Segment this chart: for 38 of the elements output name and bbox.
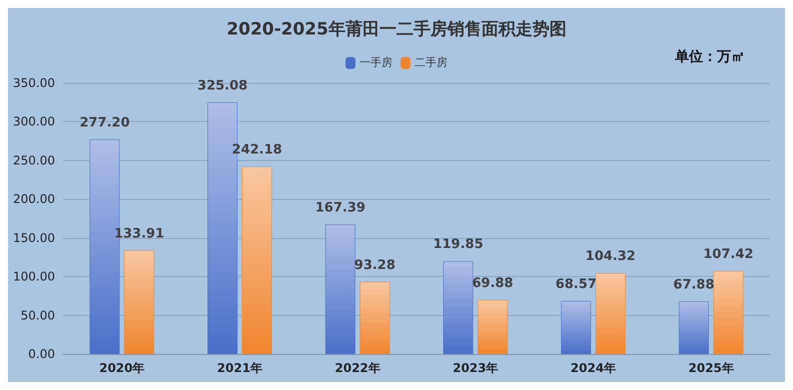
legend-label: 一手房 xyxy=(360,56,392,69)
bar xyxy=(561,300,591,354)
bar xyxy=(124,250,154,354)
data-label: 133.91 xyxy=(114,226,164,242)
data-label: 277.20 xyxy=(80,115,130,130)
y-tick-label: 300.00 xyxy=(13,114,55,129)
y-tick-label: 50.00 xyxy=(20,308,55,322)
y-tick-label: 250.00 xyxy=(13,153,55,168)
legend-label: 二手房 xyxy=(414,56,448,69)
y-tick-label: 150.00 xyxy=(13,230,55,245)
bar xyxy=(443,261,474,354)
text: 单位：万㎡ xyxy=(674,49,745,65)
data-label: 104.32 xyxy=(585,249,636,264)
data-label: 119.85 xyxy=(433,237,484,252)
x-tick-label: 2020年 xyxy=(99,361,145,375)
bar xyxy=(478,300,508,354)
data-label: 68.57 xyxy=(555,276,597,292)
y-tick-label: 100.00 xyxy=(13,270,55,284)
x-tick-label: 2021年 xyxy=(217,361,262,375)
data-label: 325.08 xyxy=(197,78,248,94)
chart-title: 2020-2025年莆田一二手房销售面积走势图 xyxy=(226,20,566,40)
y-tick-label: 200.00 xyxy=(13,192,55,206)
x-tick-label: 2022年 xyxy=(334,361,380,375)
x-tick-label: 2024年 xyxy=(570,361,616,375)
y-tick-label: 350.00 xyxy=(13,76,55,90)
data-label: 69.88 xyxy=(472,276,514,291)
bar xyxy=(360,282,390,354)
bar xyxy=(713,270,744,354)
bar xyxy=(325,224,356,354)
bar xyxy=(242,166,272,354)
data-label: 93.28 xyxy=(354,258,396,273)
bar xyxy=(596,273,626,354)
data-label: 167.39 xyxy=(315,200,366,216)
y-tick-label: 0.00 xyxy=(28,347,55,361)
bar xyxy=(678,301,709,354)
x-tick-label: 2025年 xyxy=(688,361,734,375)
x-tick-label: 2023年 xyxy=(452,361,498,375)
data-label: 107.42 xyxy=(703,246,754,262)
